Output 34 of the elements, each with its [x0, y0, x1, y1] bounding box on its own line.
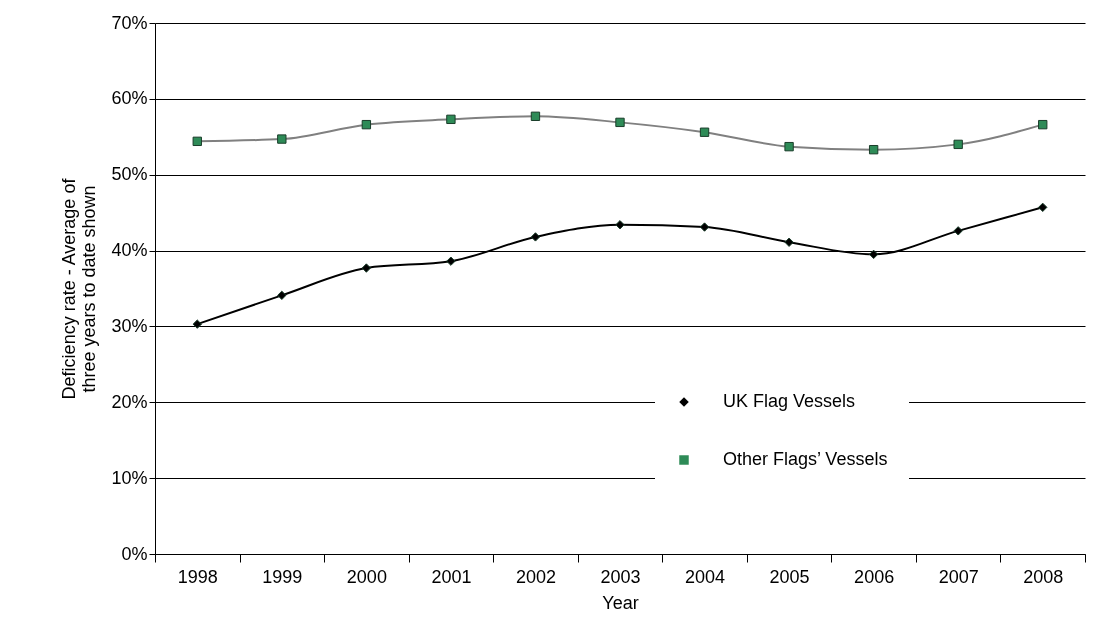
y-tick-label: 40% — [111, 240, 148, 261]
y-tick-label: 70% — [111, 12, 148, 33]
y-tick-label: 60% — [111, 88, 148, 109]
x-tick-label: 2005 — [769, 566, 810, 587]
point — [953, 226, 963, 236]
x-tick-label: 1999 — [262, 566, 303, 587]
x-tick-label: 2000 — [346, 566, 387, 587]
point — [868, 249, 879, 260]
x-tick-label: 1998 — [177, 566, 218, 587]
y-tick-label: 50% — [111, 164, 148, 185]
x-tick-label: 2008 — [1023, 566, 1064, 587]
point — [615, 220, 625, 230]
point — [530, 232, 541, 242]
x-tick-label: 2002 — [515, 566, 556, 587]
y-axis-title: Deficiency rate - Average of three years to date shown — [59, 177, 100, 400]
point — [361, 263, 372, 273]
legend-label: Other Flags’ Vessels — [723, 449, 888, 469]
x-tick-label: 2006 — [854, 566, 895, 587]
y-tick-label: 30% — [111, 315, 148, 336]
y-tick-label: 10% — [111, 467, 148, 488]
point — [192, 319, 202, 329]
x-tick-label: 2001 — [431, 566, 472, 587]
x-axis-title: Year — [602, 592, 639, 613]
point — [699, 222, 710, 232]
x-tick-label: 2007 — [938, 566, 979, 587]
x-tick-label: 2004 — [685, 566, 726, 587]
y-tick-label: 20% — [111, 391, 148, 412]
point — [277, 290, 287, 301]
point — [446, 256, 456, 266]
legend-label: UK Flag Vessels — [723, 391, 856, 411]
point — [784, 237, 794, 247]
x-tick-label: 2003 — [600, 566, 641, 587]
point — [1038, 202, 1048, 213]
y-tick-label: 0% — [121, 543, 148, 564]
